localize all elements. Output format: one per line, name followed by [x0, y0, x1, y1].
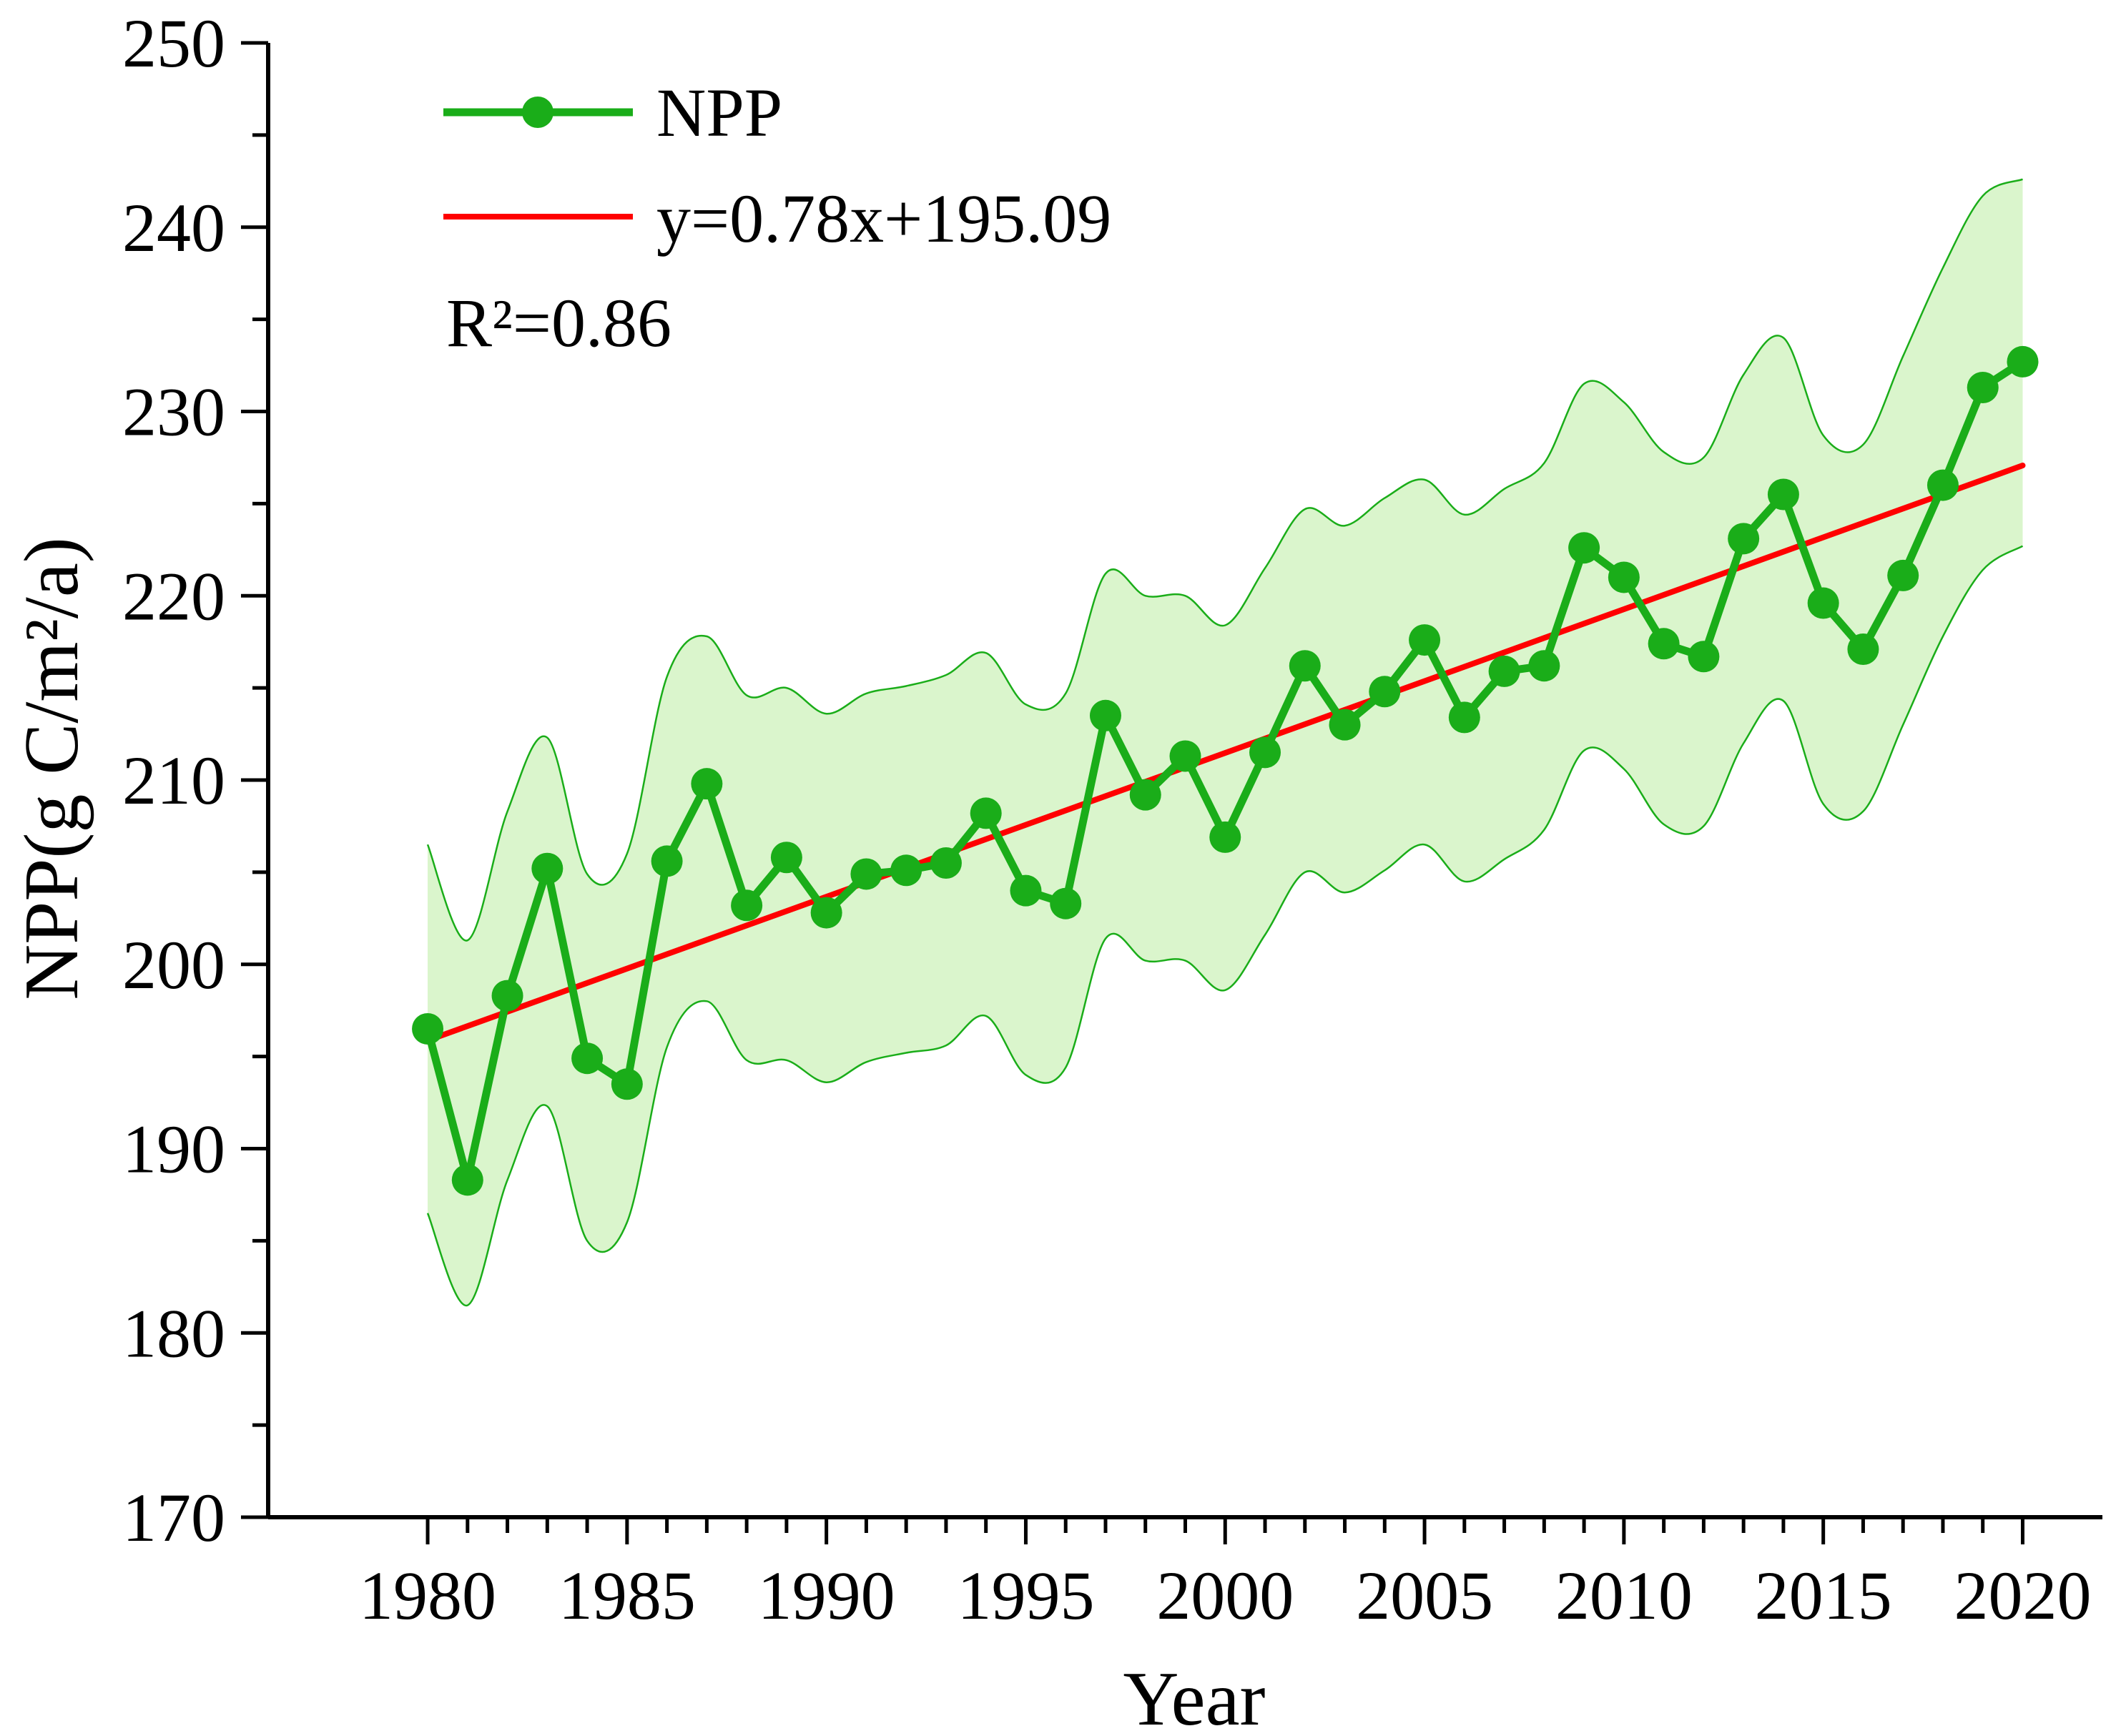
legend-trend-label: y=0.78x+195.09: [656, 180, 1111, 257]
npp-point-1984: [571, 1042, 604, 1075]
npp-point-1991: [850, 858, 882, 890]
npp-point-1986: [651, 845, 683, 877]
x-tick-label: 2020: [1954, 1557, 2091, 1634]
npp-point-2001: [1249, 736, 1281, 769]
x-tick-label: 1990: [758, 1557, 895, 1634]
npp-point-1980: [412, 1012, 444, 1045]
npp-point-1998: [1129, 779, 1161, 811]
band-upper-edge: [426, 178, 2023, 942]
npp-point-2012: [1688, 641, 1720, 673]
npp-point-2009: [1568, 532, 1600, 564]
npp-point-2006: [1448, 701, 1480, 734]
y-tick-label: 250: [122, 5, 225, 82]
x-axis-title: Year: [1123, 1657, 1265, 1736]
npp-point-2008: [1528, 650, 1560, 682]
x-tick-label: 2005: [1356, 1557, 1493, 1634]
npp-point-2014: [1767, 478, 1799, 511]
npp-point-2015: [1807, 587, 1839, 619]
npp-point-1994: [970, 797, 1002, 829]
npp-point-2019: [1967, 371, 1999, 403]
npp-point-2013: [1728, 523, 1760, 555]
npp-point-2005: [1409, 624, 1441, 656]
y-tick-label: 210: [122, 742, 225, 819]
npp-point-2004: [1369, 676, 1401, 708]
npp-point-1999: [1169, 740, 1201, 772]
y-tick-label: 170: [122, 1479, 225, 1556]
npp-point-1993: [930, 847, 962, 879]
npp-series-group: [412, 345, 2039, 1196]
uncertainty-band: [426, 178, 2024, 1306]
npp-point-2002: [1289, 650, 1321, 682]
npp-point-2000: [1209, 821, 1241, 853]
x-tick-label: 2000: [1156, 1557, 1294, 1634]
legend: NPP y=0.78x+195.09 R²=0.86: [443, 74, 1111, 361]
npp-point-1982: [491, 980, 523, 1012]
r-squared-annotation: R²=0.86: [446, 285, 671, 361]
trend-line-group: [425, 463, 2026, 1044]
npp-point-1997: [1089, 699, 1121, 731]
x-tick-label: 1985: [558, 1557, 696, 1634]
x-tick-label: 1995: [957, 1557, 1094, 1634]
npp-point-2017: [1887, 559, 1919, 591]
npp-point-2003: [1329, 709, 1361, 741]
npp-point-1989: [770, 842, 802, 874]
npp-point-1996: [1050, 887, 1082, 919]
y-tick-label: 200: [122, 927, 225, 1003]
y-tick-label: 180: [122, 1295, 225, 1371]
npp-point-1988: [731, 889, 763, 922]
y-tick-label: 220: [122, 558, 225, 634]
npp-point-2010: [1608, 561, 1640, 593]
npp-point-2007: [1488, 655, 1520, 687]
y-tick-label: 190: [122, 1111, 225, 1188]
npp-point-1981: [451, 1164, 483, 1196]
npp-point-2016: [1847, 633, 1879, 665]
y-axis-title: NPP(g C/m²/a): [9, 537, 94, 1000]
y-tick-label: 230: [122, 374, 225, 450]
trend-line: [425, 463, 2026, 1044]
band-fill: [428, 179, 2023, 1306]
npp-point-1985: [611, 1068, 643, 1100]
npp-point-2018: [1926, 469, 1959, 501]
npp-point-1995: [1010, 874, 1042, 907]
npp-point-1987: [691, 768, 723, 800]
band-lower-edge: [426, 545, 2024, 1306]
npp-point-2020: [2007, 345, 2039, 378]
axes: 170 180 190 200 210 220 230 240 250 1980 1985 1990 1…: [122, 5, 2102, 1634]
x-tick-label: 2015: [1755, 1557, 1892, 1634]
npp-point-1990: [810, 897, 842, 929]
npp-point-2011: [1648, 628, 1680, 660]
legend-npp-marker: [522, 97, 553, 128]
y-tick-label: 240: [122, 189, 225, 266]
x-tick-label: 2010: [1555, 1557, 1693, 1634]
legend-npp-label: NPP: [656, 74, 782, 151]
x-tick-label: 1980: [359, 1557, 496, 1634]
npp-point-1983: [531, 852, 564, 884]
npp-point-1992: [890, 854, 922, 887]
